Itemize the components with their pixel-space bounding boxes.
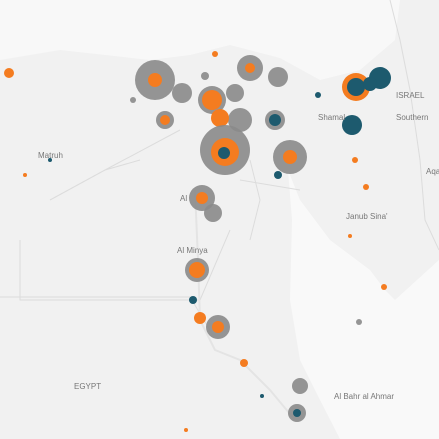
bubble: [240, 359, 248, 367]
bubble: [196, 192, 208, 204]
bubble: [202, 90, 222, 110]
bubble: [218, 147, 230, 159]
bubble: [130, 97, 136, 103]
region-label: Shamal: [318, 113, 345, 122]
bubble: [245, 63, 255, 73]
bubble: [363, 77, 377, 91]
bubble: [315, 92, 321, 98]
bubble: [211, 109, 229, 127]
red-sea: [288, 170, 439, 439]
border: [389, 0, 439, 251]
border: [19, 129, 301, 301]
sea: [0, 0, 400, 80]
bubble: [293, 409, 301, 417]
bubble: [23, 173, 27, 177]
bubble: [342, 115, 362, 135]
bubble: [212, 321, 224, 333]
region-label: Al Bahr al Ahmar: [334, 392, 394, 401]
bubble: [48, 158, 52, 162]
region-label: Matruh: [38, 151, 63, 160]
bubble: [260, 394, 264, 398]
bubble: [194, 312, 206, 324]
bubble: [201, 72, 209, 80]
bubble: [189, 262, 205, 278]
bubble: [283, 150, 297, 164]
bubble: [204, 204, 222, 222]
bubble: [269, 114, 281, 126]
region-label: Al Minya: [177, 246, 208, 255]
bubble: [348, 234, 352, 238]
bubble: [363, 184, 369, 190]
region-label: Janub Sina': [346, 212, 388, 221]
bubble: [228, 108, 252, 132]
bubble: [352, 157, 358, 163]
bubble: [160, 115, 170, 125]
bubble: [347, 78, 365, 96]
region-label: ISRAEL: [396, 91, 425, 100]
country-label: EGYPT: [74, 382, 101, 391]
bubble: [172, 83, 192, 103]
bubble: [381, 284, 387, 290]
bubble: [184, 428, 188, 432]
bubbles: [4, 51, 391, 432]
region-label: Aqa: [426, 167, 439, 176]
region-label: Al: [180, 194, 187, 203]
bubble: [4, 68, 14, 78]
bubble: [226, 84, 244, 102]
bubble: [292, 378, 308, 394]
bubble: [268, 67, 288, 87]
bubble: [148, 73, 162, 87]
bubble: [356, 319, 362, 325]
bubble: [274, 171, 282, 179]
bubble: [212, 51, 218, 57]
region-label: Southern: [396, 113, 428, 122]
bubble: [189, 296, 197, 304]
